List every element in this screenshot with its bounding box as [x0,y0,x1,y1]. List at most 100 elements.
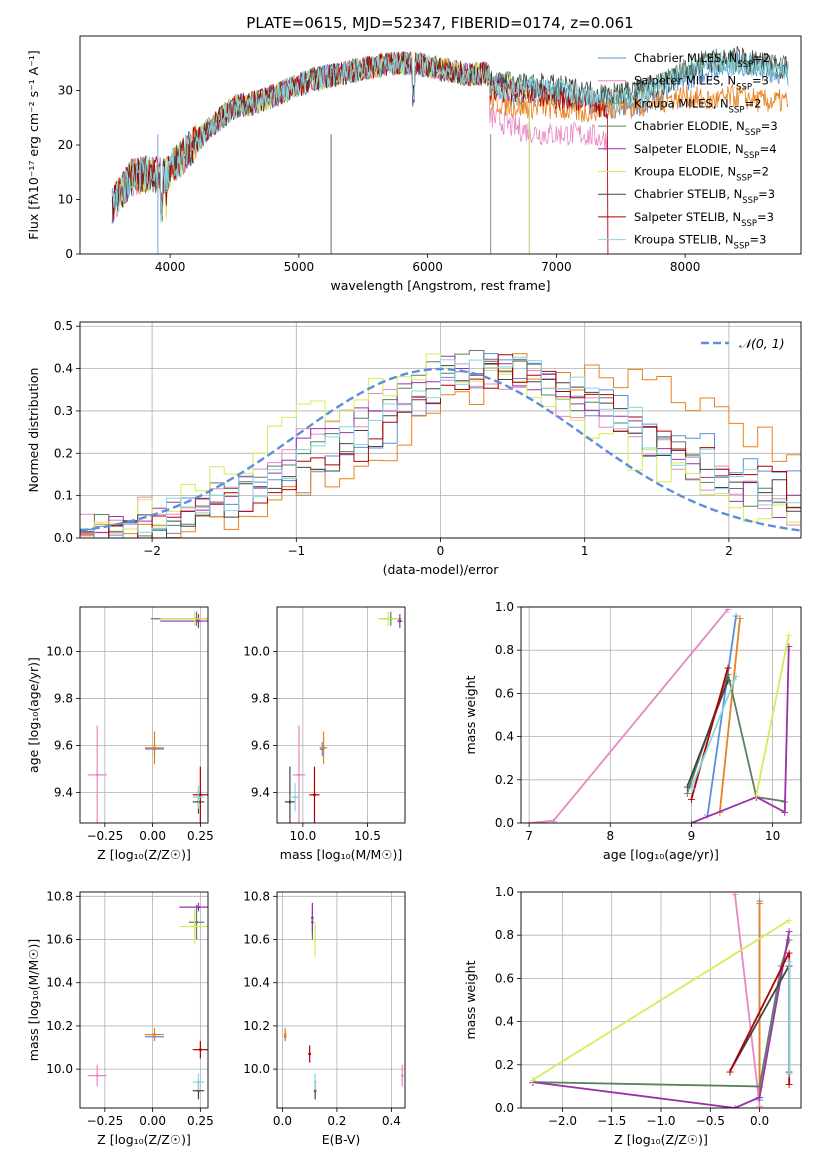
x-tick-label: −2 [143,544,161,558]
weight-marker: + [785,1078,794,1091]
weight-marker: + [723,603,732,616]
weight-line [718,617,741,813]
x-tick-label: 6000 [412,260,443,274]
x-tick-label: 7 [525,829,533,843]
y-tick-label: 0.6 [495,971,514,985]
weight-marker: + [755,1100,764,1113]
weight-marker: + [785,955,794,968]
y-tick-label: 10.6 [243,933,270,947]
data-point [283,1033,287,1036]
data-point [313,938,317,941]
weight-marker: + [687,782,696,795]
data-point [313,793,316,797]
y-tick-label: 10.4 [243,976,270,990]
data-point [322,746,325,750]
weight-line [706,615,737,815]
axes-frame [79,891,209,1109]
weight-marker: + [687,793,696,806]
x-tick-label: 0.4 [382,1114,401,1128]
data-point [197,619,200,623]
x-tick-label: −0.5 [696,1114,725,1128]
weight-marker: + [784,640,793,653]
x-tick-label: 2 [725,544,733,558]
data-point [193,617,197,621]
axes-frame [79,321,802,539]
weight-marker: + [755,897,764,910]
weight-line [690,675,737,789]
y-tick-label: 9.6 [251,739,270,753]
data-point [311,916,314,920]
plot-area [283,902,404,1100]
x-tick-label: 10.0 [289,829,316,843]
weight-marker: + [730,1102,739,1115]
y-tick-label: 10.2 [243,1019,270,1033]
panel-spectrum: 4000 5000 6000 7000 8000 0 10 20 30 wavelength [A… [26,35,802,293]
y-axis-label: Normed distribution [26,368,41,493]
weight-marker: + [723,661,732,674]
x-tick-label: 0.25 [187,1114,214,1128]
x-tick-label: −2.0 [548,1114,577,1128]
y-tick-label: 0.2 [495,1058,514,1072]
weight-marker: + [784,629,793,642]
plot-area: +++++++ +++++++++++++++++ [528,892,794,1115]
y-tick-label: 1.0 [495,600,514,614]
y-tick-label: 9.8 [251,692,270,706]
y-tick-label: 1.0 [495,885,514,899]
data-point [198,793,202,797]
weight-marker: + [549,815,558,828]
panel-age-vs-mass: 10.0 10.5 9.4 9.6 9.8 10.0 mass [log₁₀(M/M☉)] [243,606,406,862]
data-point [153,1033,156,1036]
x-tick-label: 8 [606,829,614,843]
data-point [95,773,99,777]
y-tick-label: 0.8 [495,643,514,657]
legend-label: Chabrier STELIB, NSSP=3 [634,187,775,206]
data-point [313,1080,317,1084]
x-axis-label: (data-model)/error [383,562,500,577]
data-point [400,1074,404,1077]
x-tick-label: 1 [581,544,589,558]
y-tick-label: 10 [58,193,73,207]
axes-frame [520,891,802,1109]
weight-marker: + [687,817,696,830]
data-point [308,1052,312,1056]
panel-weight-vs-z: +++++++ +++++++++++++++++−2.0 −1.5 −1.0 −0.5… [463,885,802,1147]
normal-curve [80,367,801,532]
y-tick-label: 0.2 [495,773,514,787]
x-tick-label: 10.5 [354,829,381,843]
x-tick-label: −1.0 [646,1114,675,1128]
x-axis-label: wavelength [Angstrom, rest frame] [330,278,550,293]
x-tick-label: 0.00 [139,1114,166,1128]
y-axis-label: age [log₁₀(age/yr)] [26,657,41,773]
legend-label: Salpeter ELODIE, NSSP=4 [634,142,777,161]
weight-line [529,608,729,823]
panel-mass-vs-ebv: 0.0 0.2 0.4 10.0 10.2 10.4 10.6 10.8 E(B-V) [243,889,406,1147]
weight-marker: + [703,808,712,821]
weight-marker: + [780,806,789,819]
legend-label: 𝒩(0, 1) [739,336,785,351]
x-tick-label: 7000 [541,260,572,274]
x-axis-label: E(B-V) [322,1132,361,1147]
data-point [153,746,156,750]
y-tick-label: 10.8 [243,889,270,903]
y-tick-label: 0.3 [54,404,73,418]
x-axis-label: mass [log₁₀(M/M☉)] [280,847,402,862]
panel-age-vs-z: −0.25 0.00 0.25 9.4 9.6 9.8 10.0 Z [log₁₀(Z/Z☉)… [26,606,214,862]
x-axis-label: Z [log₁₀(Z/Z☉)] [97,1132,191,1147]
y-tick-label: 10.2 [46,1019,73,1033]
weight-marker: + [725,1065,734,1078]
axes-frame [520,606,802,824]
legend-label: Kroupa ELODIE, NSSP=2 [634,165,769,184]
y-tick-label: 0.8 [495,928,514,942]
plot-area [80,350,801,538]
y-tick-label: 10.0 [243,1062,270,1076]
x-tick-label: −1 [287,544,305,558]
y-tick-label: 0.4 [495,730,514,744]
weight-line [532,930,791,1108]
y-tick-label: 0.0 [54,531,73,545]
weight-line [690,667,729,800]
weight-marker: + [525,817,534,830]
legend-label: Chabrier MILES, NSSP=2 [634,51,770,70]
x-tick-label: −1.5 [597,1114,626,1128]
weight-line [532,919,790,1081]
